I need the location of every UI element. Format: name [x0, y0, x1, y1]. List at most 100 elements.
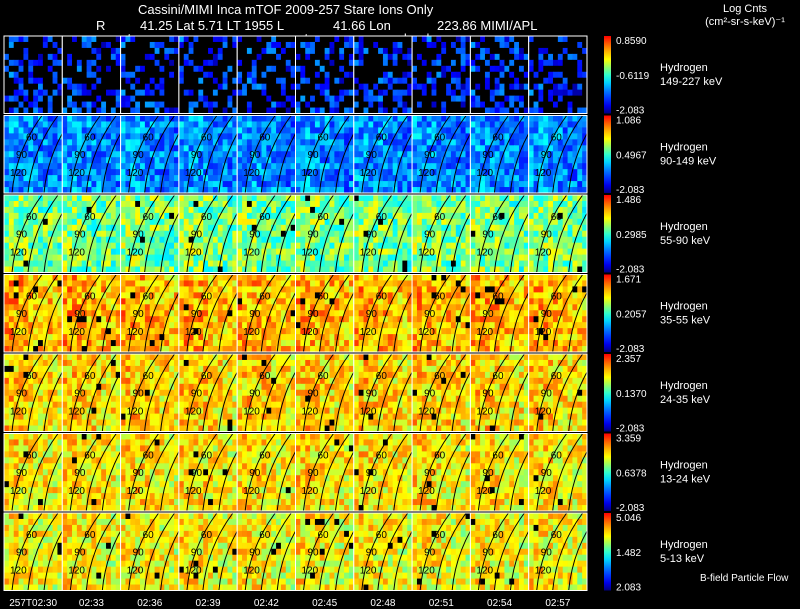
energy-range-label: 55-90 keV	[660, 235, 711, 247]
heatmap-cell	[363, 187, 369, 194]
heatmap-cell	[392, 71, 398, 79]
heatmap-cell	[310, 121, 316, 128]
heatmap-cell	[110, 151, 117, 158]
heatmap-cell	[159, 36, 165, 43]
heatmap-cell	[300, 187, 306, 194]
heatmap-cell	[300, 242, 306, 250]
heatmap-cell	[38, 230, 44, 238]
heatmap-cell	[518, 260, 525, 267]
heatmap-cell	[81, 157, 87, 164]
heatmap-cell	[130, 157, 136, 164]
heatmap-cell	[339, 115, 345, 122]
heatmap-cell	[509, 218, 515, 226]
heatmap-cell	[523, 77, 530, 85]
heatmap-cell	[470, 139, 476, 146]
heatmap-cell	[470, 151, 476, 158]
heatmap-cell	[125, 133, 131, 140]
heatmap-cell	[251, 115, 258, 122]
heatmap-cell	[480, 145, 486, 152]
heatmap-cell	[115, 169, 121, 176]
heatmap-cell	[246, 224, 253, 232]
heatmap-cell	[509, 139, 515, 146]
heatmap-cell	[518, 53, 525, 61]
heatmap-cell	[494, 139, 500, 146]
heatmap-cell	[577, 101, 583, 108]
heatmap-cell	[242, 248, 248, 256]
heatmap-cell	[261, 254, 267, 261]
heatmap-cell	[557, 107, 564, 114]
heatmap-cell	[305, 133, 311, 140]
heatmap-cell	[91, 157, 97, 164]
position-right-readout: 223.86 MIMI/APL	[437, 18, 538, 33]
heatmap-cell	[178, 254, 185, 261]
heatmap-cell	[227, 95, 233, 102]
heatmap-cell	[159, 187, 165, 194]
heatmap-cell	[164, 139, 170, 146]
heatmap-cell	[38, 95, 44, 102]
heatmap-cell	[329, 77, 335, 85]
heatmap-cell	[407, 157, 413, 164]
heatmap-cell	[33, 53, 39, 61]
heatmap-cell	[251, 47, 258, 55]
heatmap-cell	[159, 212, 165, 220]
heatmap-cell	[144, 157, 151, 164]
heatmap-cell	[4, 115, 10, 122]
heatmap-cell	[222, 254, 228, 261]
heatmap-cell	[484, 59, 491, 67]
heatmap-cell	[188, 212, 194, 220]
heatmap-cell	[450, 169, 457, 176]
heatmap-cell	[416, 127, 423, 134]
heatmap-cell	[557, 195, 564, 202]
heatmap-cell	[412, 145, 418, 152]
heatmap-cell	[533, 242, 539, 250]
heatmap-cell	[509, 236, 515, 244]
heatmap-cell	[480, 187, 486, 194]
heatmap-cell	[135, 236, 141, 244]
heatmap-cell	[509, 71, 515, 79]
heatmap-cell	[13, 133, 19, 140]
heatmap-cell	[91, 47, 97, 55]
heatmap-cell	[300, 218, 306, 226]
heatmap-cell	[38, 280, 44, 287]
heatmap-cell	[373, 53, 379, 61]
heatmap-cell	[4, 206, 10, 214]
heatmap-cell	[8, 89, 15, 97]
heatmap-cell	[135, 248, 141, 256]
heatmap-cell	[465, 107, 471, 114]
heatmap-cell	[38, 260, 44, 267]
heatmap-cell	[159, 115, 165, 122]
heatmap-cell	[217, 175, 224, 182]
heatmap-cell	[378, 266, 384, 273]
heatmap-cell	[164, 200, 170, 208]
heatmap-cell	[475, 248, 481, 256]
heatmap-cell	[582, 101, 588, 108]
heatmap-cell	[402, 71, 408, 79]
heatmap-cell	[373, 248, 379, 256]
heatmap-cell	[23, 145, 29, 152]
heatmap-cell	[52, 157, 58, 164]
heatmap-cell	[421, 230, 428, 238]
heatmap-cell	[217, 248, 224, 256]
heatmap-cell	[528, 230, 534, 238]
heatmap-cell	[378, 71, 384, 79]
heatmap-cell	[416, 115, 423, 122]
heatmap-cell	[130, 230, 136, 238]
heatmap-cell	[518, 41, 525, 49]
heatmap-cell	[256, 77, 262, 85]
heatmap-cell	[552, 47, 559, 55]
heatmap-cell	[101, 115, 107, 122]
heatmap-cell	[548, 163, 554, 170]
heatmap-cell	[339, 139, 345, 146]
heatmap-cell	[378, 224, 384, 232]
heatmap-cell	[261, 95, 267, 102]
heatmap-cell	[242, 157, 248, 164]
heatmap-cell	[538, 218, 544, 226]
heatmap-cell	[290, 224, 296, 232]
heatmap-cell	[28, 77, 34, 85]
heatmap-cell	[101, 169, 107, 176]
heatmap-cell	[242, 266, 248, 273]
heatmap-cell	[416, 71, 423, 79]
heatmap-cell	[81, 224, 87, 232]
heatmap-cell	[514, 47, 520, 55]
heatmap-cell	[421, 59, 428, 67]
